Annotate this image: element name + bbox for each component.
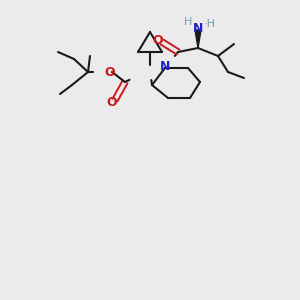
Text: O: O (105, 65, 115, 79)
Text: ·H: ·H (204, 19, 216, 29)
Text: H: H (184, 17, 192, 27)
Text: O: O (107, 97, 117, 110)
Text: O: O (153, 34, 163, 46)
Polygon shape (195, 30, 201, 48)
Text: N: N (160, 61, 170, 74)
Text: N: N (193, 22, 203, 35)
